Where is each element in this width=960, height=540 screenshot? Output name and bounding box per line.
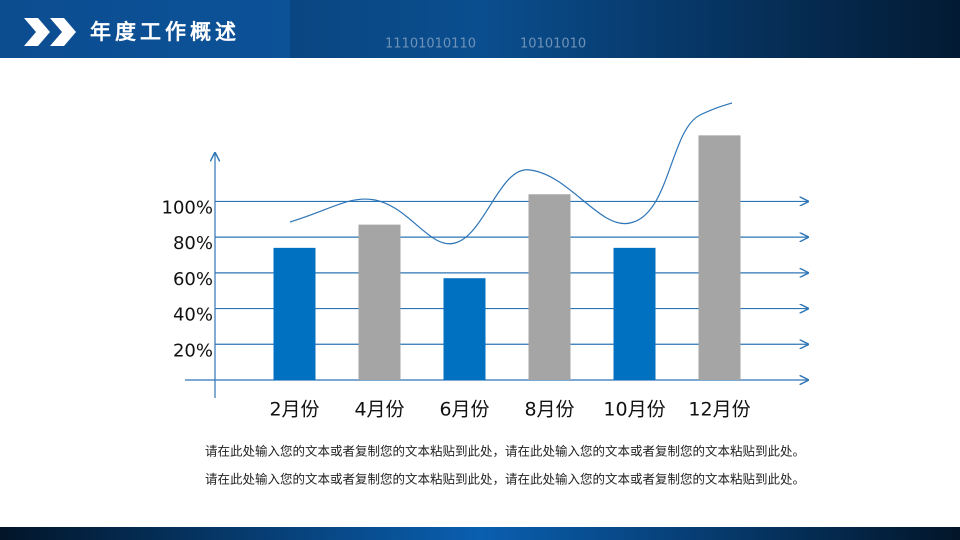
x-tick-label: 2月份 <box>269 399 319 421</box>
y-tick-label: 60% <box>173 269 213 290</box>
bar <box>698 135 741 380</box>
y-tick-label: 40% <box>173 305 213 326</box>
body-text: 请在此处输入您的文本或者复制您的文本粘贴到此处，请在此处输入您的文本或者复制您的… <box>205 444 805 459</box>
header-decor: 11101010110 <box>385 37 476 52</box>
title-panel <box>0 0 290 58</box>
footer-bar <box>0 527 960 540</box>
bar <box>528 194 571 380</box>
chevron-icon <box>24 18 76 46</box>
y-tick-label: 80% <box>173 233 213 254</box>
bar <box>613 247 656 380</box>
x-tick-label: 4月份 <box>354 399 404 421</box>
x-tick-label: 6月份 <box>439 399 489 421</box>
x-tick-label: 12月份 <box>688 399 750 421</box>
bar <box>273 247 316 380</box>
body-text: 请在此处输入您的文本或者复制您的文本粘贴到此处，请在此处输入您的文本或者复制您的… <box>205 472 805 487</box>
header-decor: 10101010 <box>520 37 586 52</box>
x-tick-label: 8月份 <box>524 399 574 421</box>
header-title: 年度工作概述 <box>90 20 240 44</box>
y-tick-label: 20% <box>173 340 213 361</box>
bar <box>358 224 401 380</box>
x-tick-label: 10月份 <box>603 399 665 421</box>
bar <box>443 278 486 380</box>
y-tick-label: 100% <box>162 197 213 218</box>
trend-curve <box>289 102 733 245</box>
chart: 20% 40% 60% 80% 100% 2月份 4月份 6月份 8月份 10月份 12月份 <box>162 135 808 421</box>
